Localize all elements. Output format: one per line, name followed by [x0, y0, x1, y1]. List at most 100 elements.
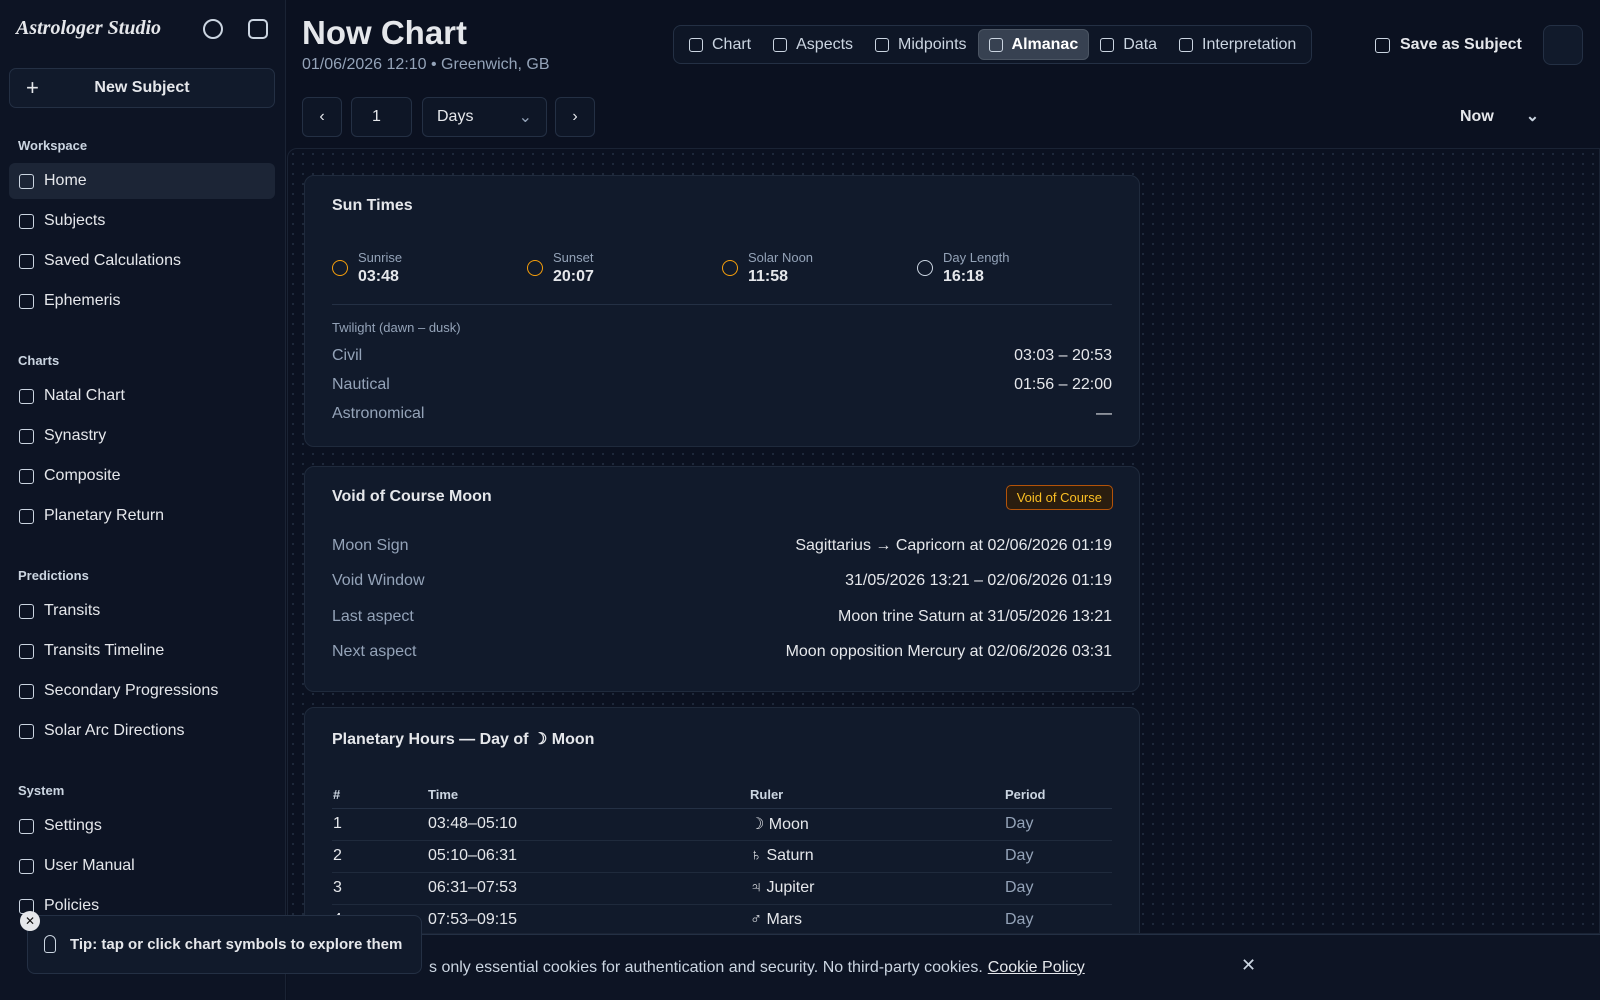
gap — [9, 538, 275, 560]
now-button[interactable]: Now ⌄ — [1460, 106, 1539, 126]
icon — [19, 213, 34, 229]
cell: 2 — [332, 840, 427, 873]
gap — [9, 323, 275, 345]
tip-close[interactable]: ✕ — [20, 911, 40, 931]
nav-item[interactable]: Saved Calculations — [9, 243, 275, 279]
nav-label: Subjects — [44, 212, 106, 229]
unit-select[interactable]: Days ⌄ — [422, 97, 547, 137]
icon — [19, 508, 34, 524]
prev-button[interactable]: ‹ — [302, 97, 342, 137]
row-value: Moon trine Saturn at 31/05/2026 13:21 — [838, 607, 1112, 625]
new-subject-button[interactable]: + New Subject — [9, 68, 275, 108]
card-title: Planetary Hours — Day of ☽ Moon — [332, 731, 595, 748]
void-row: Moon Sign Sagittarius → Capricorn at 02/0… — [332, 528, 1112, 564]
nav-label: Policies — [44, 897, 100, 914]
section-title: Workspace — [18, 138, 88, 153]
save-button[interactable]: Save as Subject — [1375, 27, 1522, 63]
sun-value: 16:18 — [943, 268, 984, 285]
hour-row: 3 06:31–07:53 ♃ Jupiter Day — [332, 872, 1112, 905]
sun-item: Day Length 16:18 — [917, 250, 1112, 286]
nav-item[interactable]: Home — [9, 163, 275, 199]
tab[interactable]: Chart — [678, 29, 762, 60]
nav-item[interactable]: Composite — [9, 458, 275, 494]
tip: Tip: tap or click chart symbols to explo… — [27, 915, 422, 974]
next-button[interactable]: › — [555, 97, 595, 137]
icon — [1100, 37, 1115, 52]
nav-label: Saved Calculations — [44, 252, 181, 269]
icon — [19, 858, 34, 874]
hour-row: 2 05:10–06:31 ♄ Saturn Day — [332, 840, 1112, 873]
sun-items: Sunrise 03:48 Sunset 20:07 Solar Noon 11:58 Da… — [332, 250, 1112, 305]
sun-label: Day Length — [943, 250, 1010, 265]
tab[interactable]: Almanac — [977, 29, 1090, 60]
nav-item[interactable]: Transits — [9, 593, 275, 629]
nav-item[interactable]: Natal Chart — [9, 378, 275, 414]
icon — [773, 37, 788, 52]
sidebar-toggle[interactable] — [248, 19, 268, 39]
sun-value: 03:48 — [358, 268, 399, 285]
icon — [19, 723, 34, 739]
nav-label: Transits — [44, 602, 101, 619]
nav-item[interactable]: Planetary Return — [9, 498, 275, 534]
section-title: System — [18, 783, 65, 798]
cell: 03:48–05:10 — [427, 808, 749, 841]
tab-label: Data — [1123, 35, 1158, 53]
icon — [19, 643, 34, 659]
tab[interactable]: Data — [1089, 29, 1168, 60]
save-label: Save as Subject — [1400, 36, 1522, 53]
close-button[interactable]: ✕ — [1241, 955, 1257, 975]
icon — [19, 388, 34, 404]
cookie-link[interactable]: Cookie Policy — [987, 959, 1085, 976]
nav-label: Solar Arc Directions — [44, 722, 185, 739]
sun-item: Sunset 20:07 — [527, 250, 722, 286]
icon — [917, 260, 933, 276]
nav-label: Planetary Return — [44, 507, 165, 524]
row-key: Nautical — [332, 375, 390, 393]
print-button[interactable] — [1543, 25, 1583, 65]
step-input[interactable]: 1 — [351, 97, 412, 137]
row-key: Astronomical — [332, 404, 425, 422]
section-title: Charts — [18, 353, 60, 368]
icon — [19, 173, 34, 189]
content: Sun Times Sunrise 03:48 Sunset 20:07 Solar No… — [287, 148, 1600, 934]
tab[interactable]: Midpoints — [864, 29, 977, 60]
tab-label: Midpoints — [898, 35, 967, 53]
sun-item: Sunrise 03:48 — [332, 250, 527, 286]
header-row: # Time Ruler Period — [332, 782, 1112, 809]
theme-toggle[interactable] — [203, 19, 223, 39]
nav-item[interactable]: User Manual — [9, 848, 275, 884]
cell: ☽ Moon — [749, 808, 1004, 841]
chevron: ⌄ — [518, 109, 532, 126]
row-value: — — [1096, 404, 1112, 422]
cell: Day — [1004, 808, 1112, 841]
void-row: Next aspect Moon opposition Mercury at 02… — [332, 635, 1112, 671]
nav-item[interactable]: Solar Arc Directions — [9, 713, 275, 749]
nav-item[interactable]: Settings — [9, 808, 275, 844]
row-value: 01:56 – 22:00 — [1014, 375, 1112, 393]
nav-label: Synastry — [44, 427, 107, 444]
nav-label: User Manual — [44, 857, 135, 874]
icon — [988, 37, 1003, 52]
sun-times-card: Sun Times Sunrise 03:48 Sunset 20:07 Solar No… — [304, 175, 1140, 447]
planetary-hours-card: Planetary Hours — Day of ☽ Moon # Time Rule… — [304, 707, 1140, 933]
tab-label: Chart — [712, 35, 752, 53]
nav-item[interactable]: Subjects — [9, 203, 275, 239]
tab[interactable]: Interpretation — [1168, 29, 1307, 60]
sun-value: 20:07 — [553, 268, 594, 285]
void-row: Void Window 31/05/2026 13:21 – 02/06/2026… — [332, 564, 1112, 600]
cell: 06:31–07:53 — [427, 872, 749, 905]
tab-label: Almanac — [1011, 35, 1079, 53]
twilight-title: Twilight (dawn – dusk) — [332, 320, 461, 335]
tab[interactable]: Aspects — [762, 29, 864, 60]
tabs: Chart Aspects Midpoints Almanac Data Interpre… — [673, 25, 1313, 64]
card-title: Void of Course Moon — [332, 488, 492, 505]
nav-item[interactable]: Transits Timeline — [9, 633, 275, 669]
column-header: Period — [1004, 782, 1112, 809]
nav-label: Ephemeris — [44, 292, 121, 309]
icon — [19, 293, 34, 309]
nav-item[interactable]: Ephemeris — [9, 283, 275, 319]
nav-item[interactable]: Secondary Progressions — [9, 673, 275, 709]
label: New Subject — [94, 79, 190, 96]
nav-item[interactable]: Synastry — [9, 418, 275, 454]
icon — [19, 603, 34, 619]
